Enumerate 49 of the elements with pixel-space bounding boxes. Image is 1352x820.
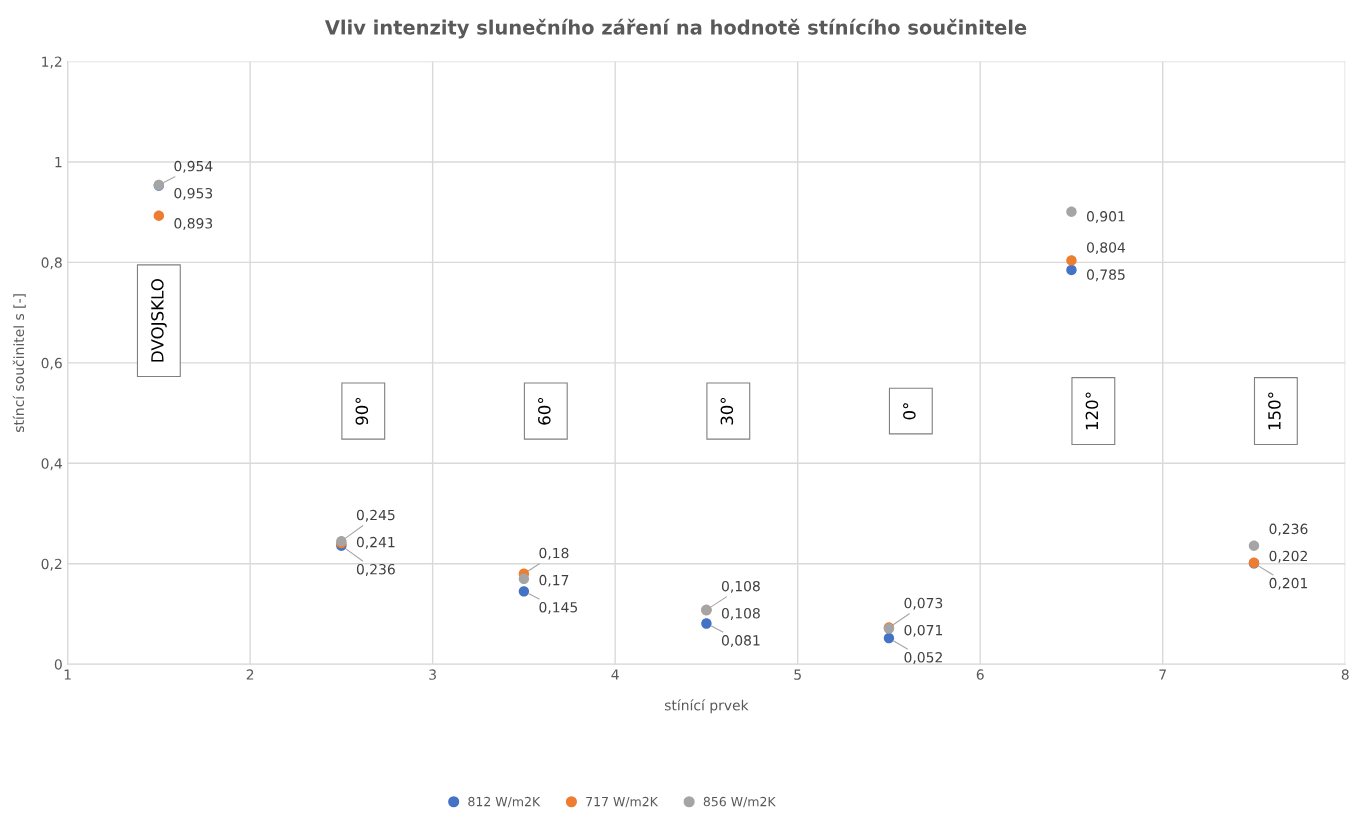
y-tick-label: 1,2 <box>42 56 62 69</box>
annotation: 150° <box>1268 392 1281 430</box>
data-label: 0,804 <box>1086 242 1126 255</box>
data-label: 0,052 <box>904 652 942 664</box>
x-tick-label: 7 <box>1159 669 1166 680</box>
x-tick-label: 3 <box>429 669 436 680</box>
legend-label: 856 W/m2K <box>703 796 776 808</box>
annotation: 120° <box>1085 392 1099 430</box>
data-label: 0,954 <box>174 160 213 173</box>
x-tick-label: 5 <box>794 669 801 680</box>
chart-title: Vliv intenzity slunečního záření na hodnotě stínícího součinitele <box>324 18 1027 39</box>
data-label: 0,901 <box>1086 211 1125 223</box>
data-label: 0,071 <box>904 624 943 637</box>
data-label: 0,241 <box>356 536 395 549</box>
data-label: 0,236 <box>356 563 395 576</box>
annotation: 60° <box>538 397 551 425</box>
annotation: DVOJSKLO <box>151 279 167 362</box>
x-tick-label: 2 <box>246 669 254 680</box>
data-label: 0,081 <box>721 635 760 648</box>
legend-label: 717 W/m2K <box>586 796 659 808</box>
data-label: 0,236 <box>1269 523 1308 536</box>
y-tick-label: 0,8 <box>41 257 62 270</box>
data-label: 0,785 <box>1086 269 1125 282</box>
y-tick-label: 0,6 <box>41 357 62 370</box>
annotation: 90° <box>355 397 369 425</box>
data-label: 0,108 <box>721 608 760 620</box>
data-label: 0,18 <box>539 547 569 560</box>
data-label: 0,145 <box>539 601 578 614</box>
data-label: 0,108 <box>721 580 760 593</box>
legend-label: 812 W/m2K <box>468 796 541 808</box>
annotation: 0° <box>903 403 916 420</box>
y-tick-label: 0,2 <box>41 558 62 571</box>
y-axis-title: stíncí součinitel s [-] <box>12 294 26 432</box>
x-tick-label: 4 <box>611 669 619 680</box>
annotation: 30° <box>720 397 734 425</box>
y-tick-label: 0,4 <box>41 458 62 471</box>
x-tick-label: 1 <box>64 669 71 680</box>
x-tick-label: 8 <box>1341 669 1349 680</box>
y-tick-label: 0 <box>54 659 62 670</box>
data-label: 0,953 <box>174 187 213 200</box>
x-axis-title: stínící prvek <box>664 699 749 714</box>
data-label: 0,073 <box>904 597 943 610</box>
data-label: 0,201 <box>1269 577 1308 590</box>
x-tick-label: 6 <box>976 669 984 680</box>
data-label: 0,17 <box>539 574 569 587</box>
data-label: 0,893 <box>174 218 213 231</box>
data-label: 0,245 <box>356 509 395 522</box>
y-tick-label: 1 <box>55 157 62 168</box>
data-label: 0,202 <box>1269 550 1307 563</box>
